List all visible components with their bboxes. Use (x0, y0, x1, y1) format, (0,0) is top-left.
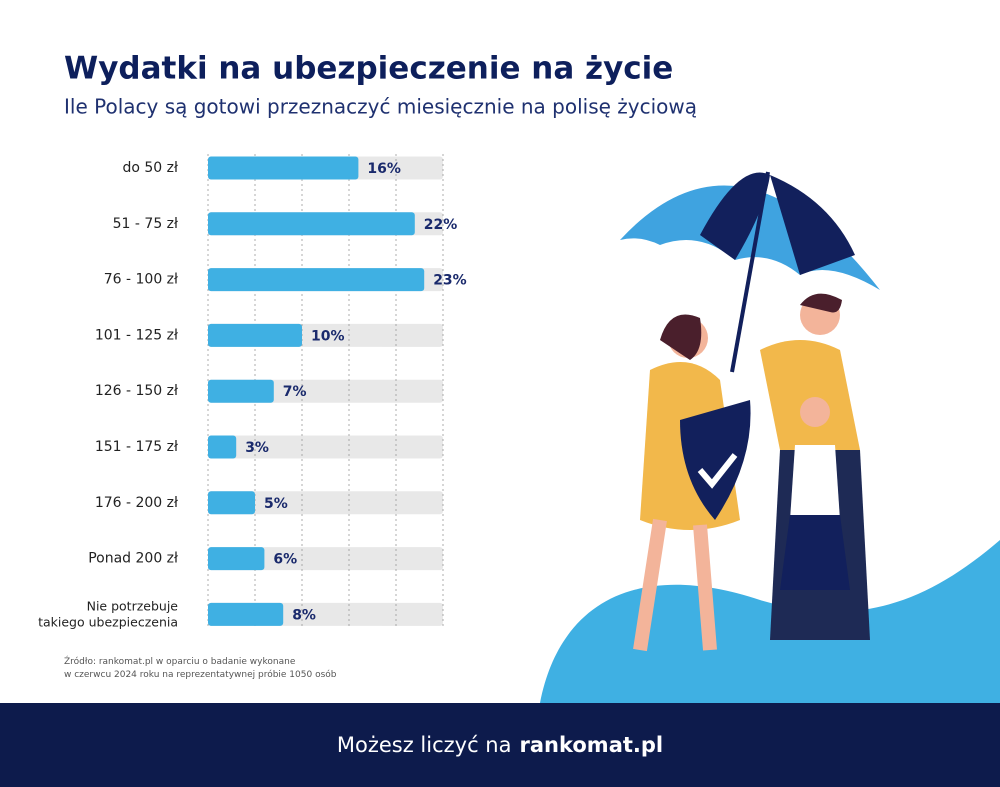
category-label: do 50 zł (123, 160, 179, 176)
bar (208, 212, 415, 236)
category-label: Ponad 200 zł (88, 551, 178, 567)
bar-track (208, 491, 443, 515)
value-label: 10% (311, 328, 345, 344)
source-note: Źródło: rankomat.pl w oparciu o badanie … (64, 657, 337, 680)
bar-track (208, 547, 443, 571)
footer-text: Możesz liczyć na (336, 733, 512, 757)
footer: Możesz liczyć na rankomat.pl (0, 703, 1000, 787)
category-label: 151 - 175 zł (95, 439, 178, 455)
footer-brand: rankomat.pl (519, 733, 664, 757)
category-label: 176 - 200 zł (95, 495, 178, 511)
value-label: 6% (273, 552, 297, 568)
bar (208, 156, 359, 180)
bar (208, 435, 237, 459)
background-blob (540, 540, 1000, 703)
value-label: 8% (292, 607, 316, 623)
category-label: 126 - 150 zł (95, 383, 178, 399)
chart-title: Wydatki na ubezpieczenie na życie (64, 51, 673, 87)
bar (208, 547, 265, 571)
bar (208, 268, 425, 292)
bar (208, 491, 255, 515)
value-label: 23% (433, 273, 467, 289)
bar (208, 323, 302, 347)
illustration (620, 171, 880, 652)
category-label: 51 - 75 zł (113, 216, 178, 232)
bar (208, 602, 284, 626)
category-label: 76 - 100 zł (104, 272, 178, 288)
value-label: 7% (283, 384, 307, 400)
bar-track (208, 435, 443, 459)
category-label: 101 - 125 zł (95, 327, 178, 343)
value-label: 3% (245, 440, 269, 456)
value-label: 5% (264, 496, 288, 512)
bar (208, 379, 274, 403)
chart-subtitle: Ile Polacy są gotowi przeznaczyć miesięc… (64, 95, 697, 119)
value-label: 16% (367, 161, 401, 177)
category-label: Nie potrzebuje takiego ubezpieczenia (38, 598, 178, 629)
value-label: 22% (424, 217, 458, 233)
